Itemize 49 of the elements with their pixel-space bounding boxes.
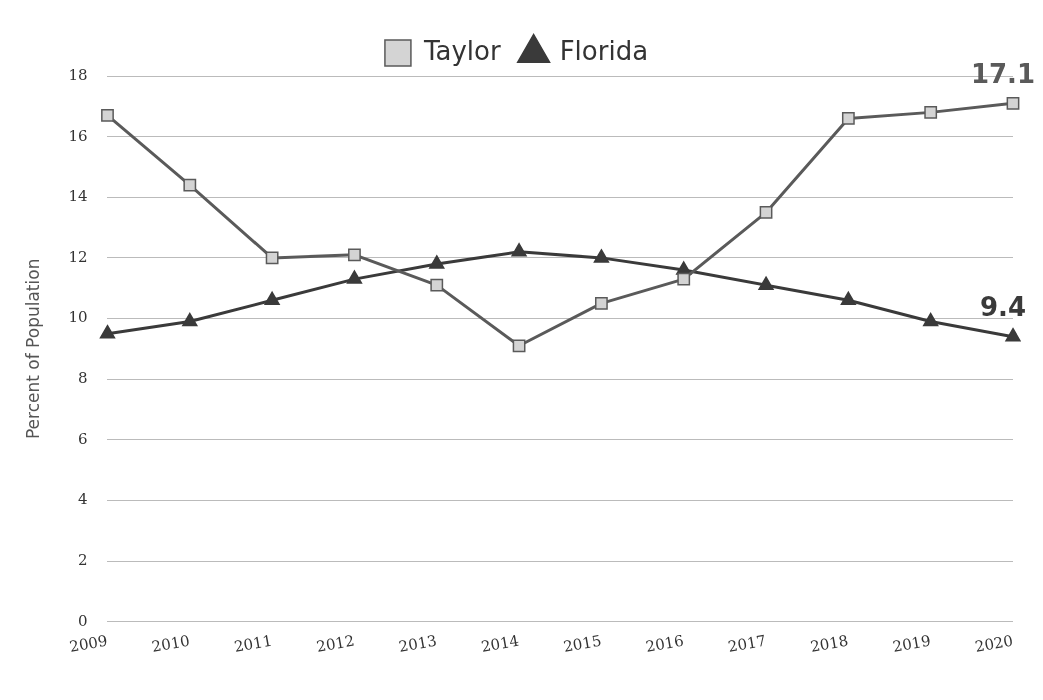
- y-tick-label: 2: [77, 550, 88, 569]
- point: [1006, 96, 1020, 110]
- y-tick-label: 0: [77, 611, 88, 630]
- point: [183, 178, 197, 192]
- data-label: 9.4: [979, 292, 1027, 323]
- x-tick-label: 2012: [315, 631, 356, 656]
- point: [346, 270, 363, 284]
- x-tick-label: 2014: [479, 631, 521, 656]
- x-tick-label: 2009: [68, 631, 109, 656]
- point: [841, 112, 855, 125]
- point: [759, 206, 773, 219]
- y-tick-label: 12: [68, 247, 88, 266]
- y-tick-label: 16: [68, 126, 88, 145]
- point: [429, 255, 445, 269]
- x-tick-label: 2020: [973, 631, 1015, 656]
- x-tick-label: 2010: [150, 631, 192, 656]
- point: [265, 251, 279, 265]
- point: [924, 105, 938, 119]
- point: [840, 291, 857, 306]
- x-tick-label: 2017: [726, 631, 768, 656]
- point: [101, 109, 114, 122]
- point: [1005, 327, 1021, 342]
- legend-label: Florida: [559, 35, 649, 66]
- x-tick-label: 2015: [562, 631, 603, 656]
- y-tick-label: 6: [77, 429, 88, 448]
- point: [923, 312, 939, 327]
- data-label: 17.1: [970, 59, 1036, 90]
- y-tick-label: 8: [77, 369, 88, 388]
- y-tick-label: 14: [68, 187, 88, 206]
- point: [593, 249, 610, 263]
- x-tick-label: 2016: [644, 631, 686, 656]
- x-tick-label: 2013: [397, 631, 439, 656]
- x-tick-label: 2011: [232, 631, 274, 656]
- y-tick-label: 10: [68, 308, 88, 327]
- point: [430, 278, 444, 292]
- point: [182, 312, 198, 327]
- point: [677, 272, 691, 286]
- legend-label: Taylor: [422, 35, 501, 66]
- point: [511, 243, 527, 257]
- y-tick-label: 4: [77, 490, 88, 509]
- point: [99, 324, 116, 339]
- point: [758, 276, 774, 290]
- x-tick-label: 2018: [809, 631, 850, 656]
- point: [348, 248, 361, 262]
- point: [264, 291, 280, 306]
- y-tick-label: 18: [68, 65, 88, 84]
- point: [595, 296, 608, 310]
- y-axis-title: Percent of Population: [22, 258, 43, 440]
- x-tick-label: 2019: [891, 631, 933, 656]
